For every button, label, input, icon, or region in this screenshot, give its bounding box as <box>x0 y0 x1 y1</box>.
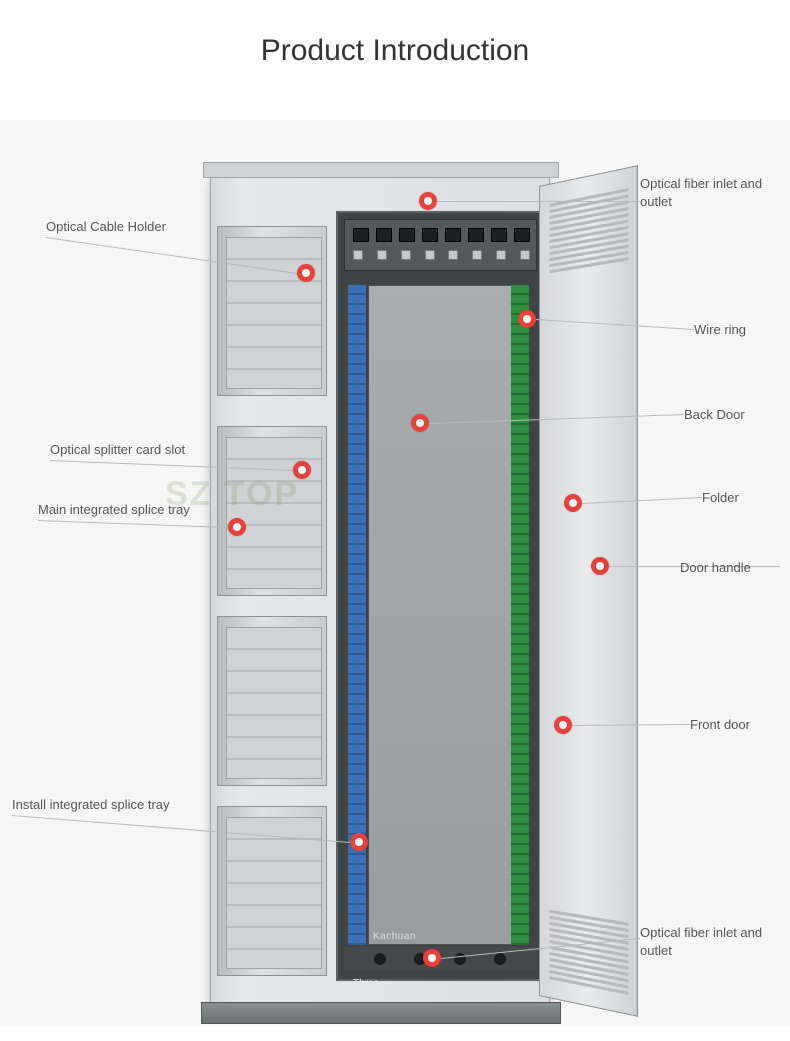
callout-dot-door-handle <box>591 557 609 575</box>
callout-label-install-integrated-splice-tray: Install integrated splice tray <box>12 796 170 814</box>
side-panel-3 <box>217 616 327 786</box>
callout-dot-front-door <box>554 716 572 734</box>
callout-label-fiber-inlet-top: Optical fiber inlet and outlet <box>640 175 780 211</box>
leader-line <box>437 201 640 202</box>
count-text: Three <box>353 978 379 989</box>
callout-dot-back-door <box>411 414 429 432</box>
callout-label-optical-splitter-card-slot: Optical splitter card slot <box>50 441 185 459</box>
side-panel-4 <box>217 806 327 976</box>
callout-dot-optical-splitter-card-slot <box>293 461 311 479</box>
callout-dot-main-integrated-splice-tray <box>228 518 246 536</box>
cabinet-body: Kachuan Three <box>210 175 550 1005</box>
page-title: Product Introduction <box>0 0 790 68</box>
callout-dot-folder <box>564 494 582 512</box>
callout-dot-wire-ring <box>518 310 536 328</box>
callout-label-door-handle: Door handle <box>680 559 751 577</box>
callout-dot-install-integrated-splice-tray <box>350 833 368 851</box>
cabinet-top-cap <box>203 162 559 178</box>
callout-label-optical-cable-holder: Optical Cable Holder <box>46 218 166 236</box>
callout-label-main-integrated-splice-tray: Main integrated splice tray <box>38 501 190 519</box>
callout-label-front-door: Front door <box>690 716 750 734</box>
cabinet-base <box>201 1002 561 1024</box>
cabinet-inner-frame <box>336 211 541 981</box>
callout-dot-optical-cable-holder <box>297 264 315 282</box>
brand-text: Kachuan <box>373 931 416 942</box>
front-door-panel <box>539 165 638 1017</box>
callout-dot-fiber-inlet-top <box>419 192 437 210</box>
center-chamber <box>368 285 518 945</box>
diagram-panel: Kachuan Three SZ TOP Optical Cable Holde… <box>0 120 790 1025</box>
callout-label-fiber-inlet-bottom: Optical fiber inlet and outlet <box>640 924 780 960</box>
side-panel-1 <box>217 226 327 396</box>
port-panel <box>344 219 537 271</box>
leader-line <box>38 520 228 528</box>
callout-dot-fiber-inlet-bottom <box>423 949 441 967</box>
fiber-rail-right <box>511 285 529 945</box>
callout-label-folder: Folder <box>702 489 739 507</box>
callout-label-wire-ring: Wire ring <box>694 321 746 339</box>
callout-label-back-door: Back Door <box>684 406 745 424</box>
